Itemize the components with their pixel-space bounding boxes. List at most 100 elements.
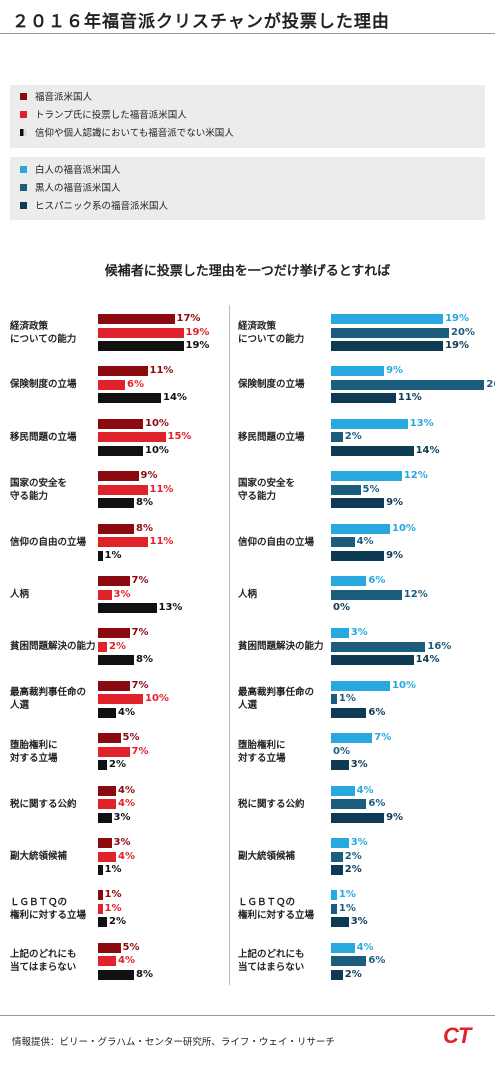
data-label: 11% <box>149 483 174 495</box>
bar <box>98 628 130 639</box>
source-credit: 情報提供：ビリー・グラハム・センター研究所、ライフ・ウェイ・リサーチ <box>12 1037 335 1048</box>
legend-item: 福音派米国人 <box>20 91 92 105</box>
legend-item: 黒人の福音派米国人 <box>20 182 121 196</box>
bar <box>331 865 343 875</box>
data-label: 4% <box>356 536 374 548</box>
legend-item: トランプ氏に投票した福音派米国人 <box>20 109 187 123</box>
ct-logo: CT <box>443 1023 471 1048</box>
bar <box>331 523 390 534</box>
bar <box>331 576 367 586</box>
bar <box>331 851 343 862</box>
data-label: 11% <box>397 392 422 404</box>
bar <box>331 680 390 691</box>
legend-swatch <box>20 129 27 136</box>
bar <box>331 484 361 495</box>
data-label: 3% <box>350 916 368 928</box>
legend-box-left: 福音派米国人 トランプ氏に投票した福音派米国人 信仰や個人認識においても福音派で… <box>10 85 485 148</box>
bar <box>331 327 449 338</box>
bar <box>98 366 148 377</box>
category-label: 副大統領候補 <box>238 851 296 862</box>
bar <box>98 484 148 495</box>
legend-swatch <box>20 184 27 191</box>
chart-subtitle: 候補者に投票した理由を一つだけ挙げるとすれば <box>104 264 391 279</box>
bar <box>331 641 426 652</box>
data-label: 7% <box>131 575 149 586</box>
bar <box>98 694 143 705</box>
data-label: 9% <box>386 811 404 823</box>
bar <box>331 969 343 980</box>
data-label: 6% <box>368 575 386 586</box>
data-label: 9% <box>386 365 404 377</box>
bar <box>98 851 116 862</box>
data-label: 1% <box>338 693 356 705</box>
data-label: 8% <box>136 968 153 980</box>
bar <box>98 498 134 509</box>
data-label: 19% <box>185 326 210 338</box>
data-label: 5% <box>122 941 140 953</box>
legend-item: 白人の福音派米国人 <box>20 164 121 178</box>
data-label: 3% <box>350 837 368 848</box>
footer-divider <box>0 1015 495 1016</box>
data-label: 1% <box>104 889 122 901</box>
legend-swatch <box>20 166 27 173</box>
data-label: 10% <box>145 444 169 456</box>
legend-box-right: 白人の福音派米国人 黒人の福音派米国人 ヒスパニック系の福音派米国人 <box>10 157 485 220</box>
data-label: 10% <box>145 693 169 705</box>
category-label: 人柄 <box>10 589 30 600</box>
bar <box>98 327 184 338</box>
data-label: 2% <box>344 968 362 980</box>
data-label: 5% <box>122 732 140 744</box>
title-divider <box>0 33 495 34</box>
bar <box>98 865 103 875</box>
data-label: 1% <box>338 889 356 901</box>
bar <box>331 942 355 953</box>
category-label: 経済政策 についての能力 <box>238 320 305 345</box>
bar <box>331 314 444 324</box>
legend-swatch <box>20 93 27 100</box>
bar <box>98 917 107 928</box>
bar <box>331 655 414 666</box>
category-label: 税に関する公約 <box>238 798 305 810</box>
bar <box>331 628 349 639</box>
data-label: 7% <box>131 679 149 691</box>
data-label: 10% <box>145 417 169 429</box>
bar <box>98 680 130 691</box>
category-label: 信仰の自由の立場 <box>238 536 315 548</box>
data-label: 20% <box>451 326 475 338</box>
data-label: 1% <box>338 902 356 914</box>
bar <box>98 838 112 848</box>
bar <box>98 432 166 443</box>
bar <box>98 589 112 600</box>
data-label: 4% <box>356 941 374 953</box>
data-label: 0% <box>333 745 350 757</box>
bar <box>98 903 103 914</box>
bar <box>331 760 349 771</box>
legend-label: 信仰や個人認識においても福音派でない米国人 <box>35 128 234 139</box>
data-label: 4% <box>118 706 135 718</box>
bar <box>331 498 385 509</box>
category-label: 移民問題の立場 <box>10 431 77 443</box>
data-label: 2% <box>344 431 362 443</box>
bar <box>331 956 367 967</box>
data-label: 15% <box>167 431 192 443</box>
category-label: 貧困問題解決の能力 <box>10 641 96 653</box>
data-label: 2% <box>344 850 362 862</box>
data-label: 6% <box>368 955 386 967</box>
bar <box>331 393 396 404</box>
category-label: 上記のどれにも 当てはまらない <box>238 949 305 974</box>
data-label: 6% <box>127 378 144 390</box>
data-label: 8% <box>136 497 153 509</box>
bar <box>98 379 125 390</box>
data-label: 2% <box>109 640 126 652</box>
legend-label: 黒人の福音派米国人 <box>35 183 121 194</box>
bar <box>331 733 373 744</box>
data-label: 1% <box>104 902 122 914</box>
bar <box>98 445 143 456</box>
legend-swatch <box>20 202 27 209</box>
bar <box>331 366 385 377</box>
page-title: ２０１６年福音派クリスチャンが投票した理由 <box>12 12 390 32</box>
category-label: 保険制度の立場 <box>10 379 77 391</box>
data-label: 4% <box>118 798 135 810</box>
data-label: 4% <box>118 955 135 967</box>
data-label: 9% <box>140 470 158 482</box>
